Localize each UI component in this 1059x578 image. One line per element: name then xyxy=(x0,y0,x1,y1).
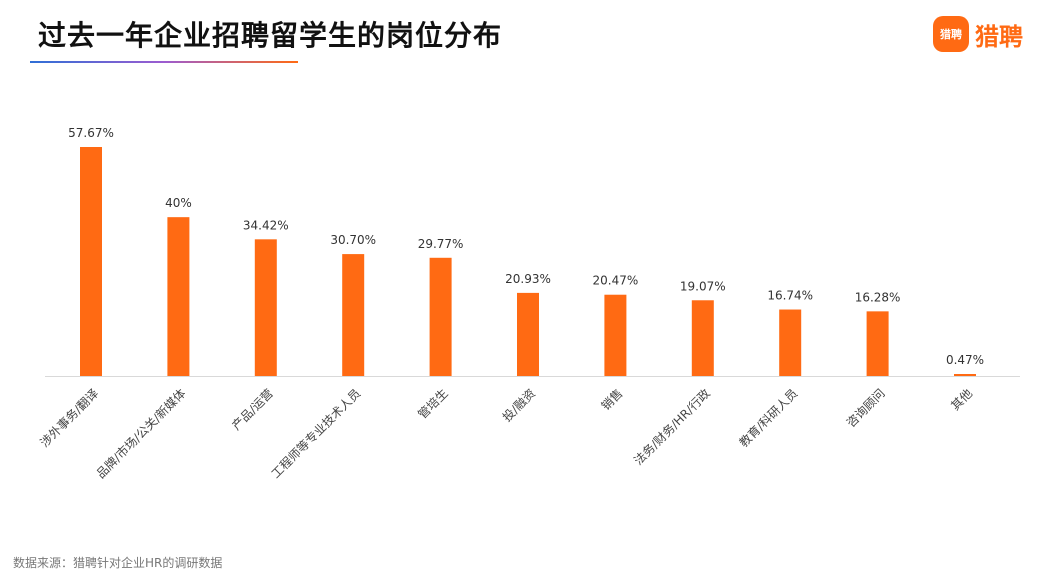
data-label: 19.07% xyxy=(680,279,726,293)
data-label: 16.28% xyxy=(855,290,901,304)
data-label: 57.67% xyxy=(68,126,114,140)
logo-icon-mark: 猎聘 xyxy=(940,28,962,41)
brand-logo: 猎聘 猎聘 xyxy=(933,16,1023,52)
category-tick-label: 工程师等专业技术人员 xyxy=(268,386,363,481)
bars-layer: 57.67% 涉外事务/翻译 40% 品牌/市场/公关/新媒体 34.42% 产品/运营 3… xyxy=(37,126,984,481)
bar xyxy=(691,300,714,376)
bar xyxy=(342,254,365,376)
data-label: 0.47% xyxy=(946,353,984,367)
page-title: 过去一年企业招聘留学生的岗位分布 xyxy=(38,19,503,52)
category-tick-label: 其他 xyxy=(948,386,975,413)
bar xyxy=(604,294,627,376)
data-label: 16.74% xyxy=(767,289,813,303)
data-label: 40% xyxy=(165,196,192,210)
bar xyxy=(429,257,452,376)
bar xyxy=(779,309,802,376)
bar xyxy=(517,292,539,376)
category-tick-label: 投/融资 xyxy=(499,386,538,425)
category-tick-label: 销售 xyxy=(598,386,626,414)
category-tick-label: 管培生 xyxy=(415,386,451,422)
category-tick-label: 品牌/市场/公关/新媒体 xyxy=(93,386,189,482)
bar xyxy=(167,217,190,376)
data-source-note: 数据来源：猎聘针对企业HR的调研数据 xyxy=(13,556,223,570)
category-tick-label: 产品/运营 xyxy=(229,386,276,433)
logo-text: 猎聘 xyxy=(975,22,1023,51)
data-label: 20.47% xyxy=(593,274,639,288)
data-label: 20.93% xyxy=(505,272,551,286)
bar xyxy=(254,239,277,376)
category-tick-label: 咨询顾问 xyxy=(843,386,888,431)
bar xyxy=(80,147,102,376)
category-tick-label: 法务/财务/HR/行政 xyxy=(631,386,713,468)
data-label: 29.77% xyxy=(418,237,464,251)
data-label: 34.42% xyxy=(243,218,289,232)
bar xyxy=(866,311,889,376)
liepin-logo-icon: 猎聘 xyxy=(933,16,969,52)
title-underline xyxy=(30,61,298,63)
data-label: 30.70% xyxy=(330,233,376,247)
bar xyxy=(954,374,976,376)
category-tick-label: 涉外事务/翻译 xyxy=(37,386,101,450)
category-tick-label: 教育/科研人员 xyxy=(736,386,800,450)
